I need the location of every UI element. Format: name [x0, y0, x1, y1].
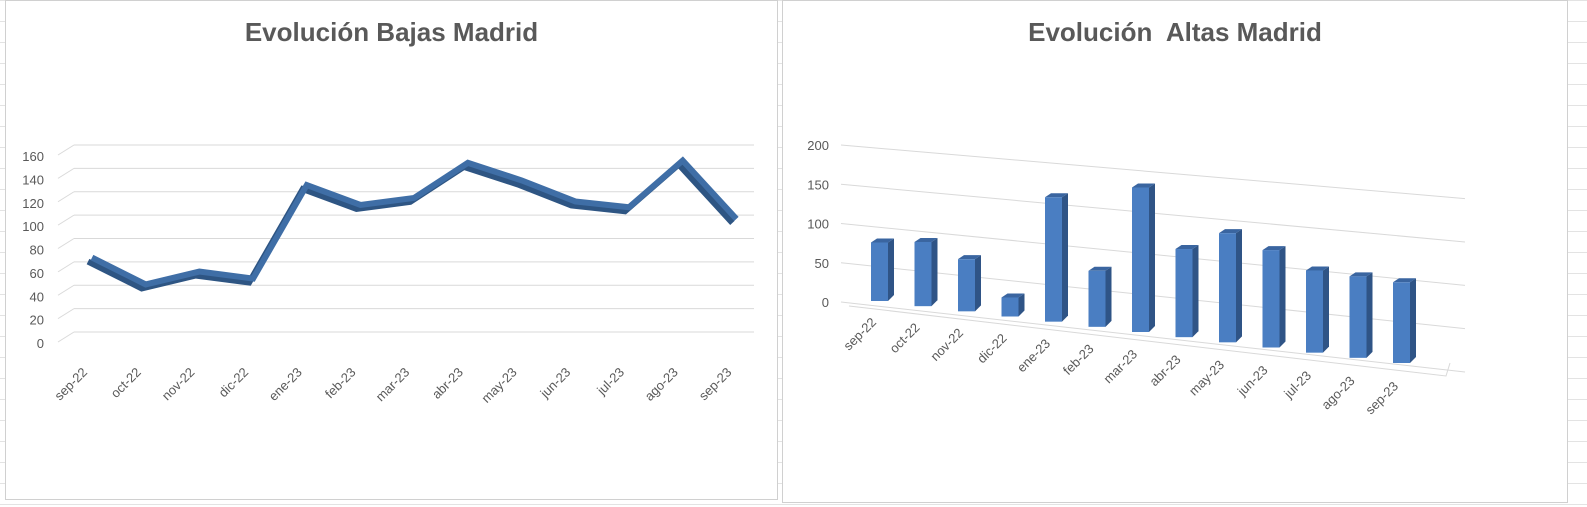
y-tick-label: 140 [22, 172, 44, 187]
x-tick-label: mar-23 [373, 365, 413, 405]
gridline-depth [57, 331, 75, 343]
bar-side [1192, 245, 1199, 338]
bar-top [1262, 246, 1286, 251]
x-tick-label: sep-22 [840, 315, 879, 354]
x-tick-label: dic-22 [974, 331, 1010, 367]
x-tick-label: dic-22 [216, 365, 252, 401]
x-tick-label: sep-23 [1362, 379, 1401, 418]
bar [1132, 187, 1149, 332]
bar-side [1279, 246, 1286, 348]
y-tick-label: 40 [30, 289, 44, 304]
gridline-depth [57, 261, 75, 273]
chart-altas-madrid[interactable]: Evolución Altas Madrid 0 50 100 150 200 sep-2… [782, 0, 1568, 503]
bar [871, 242, 888, 301]
series-line-shadow [86, 160, 735, 292]
x-tick-label: ago-23 [642, 365, 681, 404]
bar-side [1062, 193, 1068, 322]
bar-chart-svg: 0 50 100 150 200 sep-22 oct-22 nov-22 dic-22 ene-… [807, 138, 1466, 418]
bar-side [1018, 293, 1025, 317]
x-tick-label: sep-23 [696, 365, 735, 404]
x-tick-label: oct-22 [886, 320, 922, 356]
x-tick-label: abr-23 [1146, 352, 1183, 389]
x-tick-label: may-23 [478, 365, 519, 406]
bar-top [1001, 293, 1025, 298]
x-tick-label: feb-23 [322, 365, 359, 402]
x-tick-label: nov-22 [927, 325, 966, 364]
gridline-depth [57, 191, 75, 203]
x-tick-label: ene-23 [266, 365, 305, 404]
x-tick-label: abr-23 [429, 365, 466, 402]
gridline [840, 301, 1466, 373]
y-tick-label: 0 [822, 295, 829, 310]
chart-bajas-madrid[interactable]: Evolución Bajas Madrid 0 20 40 60 80 100 120 14… [5, 0, 778, 500]
gridline-depth [57, 238, 75, 249]
bar [1393, 282, 1410, 363]
bar [1262, 250, 1280, 348]
y-tick-label: 20 [30, 313, 44, 328]
bar [1001, 297, 1019, 317]
x-tick-label: jul-23 [1280, 368, 1314, 402]
bar [1175, 249, 1193, 338]
bar-top [1306, 266, 1329, 271]
bar [1088, 270, 1106, 327]
y-tick-label: 160 [22, 149, 44, 164]
bar-top [1349, 272, 1373, 277]
y-tick-label: 100 [22, 219, 44, 234]
x-tick-label: jul-23 [593, 365, 627, 399]
bar-top [914, 237, 938, 242]
chart-title-altas: Evolución Altas Madrid [1028, 17, 1322, 47]
bar-side [975, 255, 981, 312]
floor-edge [848, 305, 1451, 377]
y-tick-label: 200 [807, 138, 829, 153]
x-tick-label: jun-23 [537, 365, 574, 402]
bar-top [1045, 193, 1068, 198]
gridline [840, 144, 1466, 200]
gridline-depth [57, 144, 75, 156]
x-tick-label: ene-23 [1014, 336, 1053, 375]
x-tick-label: mar-23 [1100, 347, 1140, 387]
bar [1045, 197, 1062, 322]
bar-side [1366, 272, 1373, 358]
bar-side [1410, 278, 1416, 363]
bar-top [1219, 229, 1242, 234]
gridline-depth [57, 167, 75, 179]
bar [958, 259, 975, 312]
y-tick-label: 50 [815, 256, 829, 271]
y-tick-label: 150 [807, 177, 829, 192]
bar-side [1323, 266, 1329, 353]
x-tick-label: jun-23 [1234, 363, 1271, 400]
x-tick-label: sep-22 [51, 365, 90, 404]
series-line [90, 156, 739, 288]
x-tick-label: feb-23 [1060, 341, 1097, 378]
line-chart-svg: 0 20 40 60 80 100 120 140 160 sep-22 oct-22 nov-22 d… [22, 144, 754, 406]
bar [914, 241, 932, 307]
chart-title-bajas: Evolución Bajas Madrid [244, 17, 539, 47]
gridline-depth [57, 308, 75, 320]
bar [1306, 270, 1323, 353]
bar [1219, 233, 1236, 343]
bar-side [1105, 266, 1112, 327]
gridline-depth [57, 214, 75, 226]
y-tick-label: 0 [37, 336, 44, 351]
bar-top [871, 238, 894, 243]
bar-side [1149, 183, 1155, 332]
bar-top [958, 255, 981, 260]
bar-side [931, 237, 938, 307]
x-tick-label: nov-22 [159, 365, 198, 404]
y-tick-label: 80 [30, 243, 44, 258]
x-tick-label: may-23 [1186, 357, 1227, 398]
x-tick-label: ago-23 [1318, 373, 1357, 412]
bar-side [1236, 229, 1242, 343]
bar-side [888, 238, 894, 301]
y-tick-label: 100 [807, 217, 829, 232]
bar-top [1175, 245, 1199, 250]
y-tick-label: 120 [22, 196, 44, 211]
bar-top [1393, 278, 1416, 283]
x-tick-label: oct-22 [108, 365, 144, 401]
bar [1349, 276, 1367, 358]
bar-top [1132, 183, 1155, 188]
bar-top [1088, 266, 1112, 271]
y-tick-label: 60 [30, 266, 44, 281]
gridline-depth [57, 284, 75, 296]
